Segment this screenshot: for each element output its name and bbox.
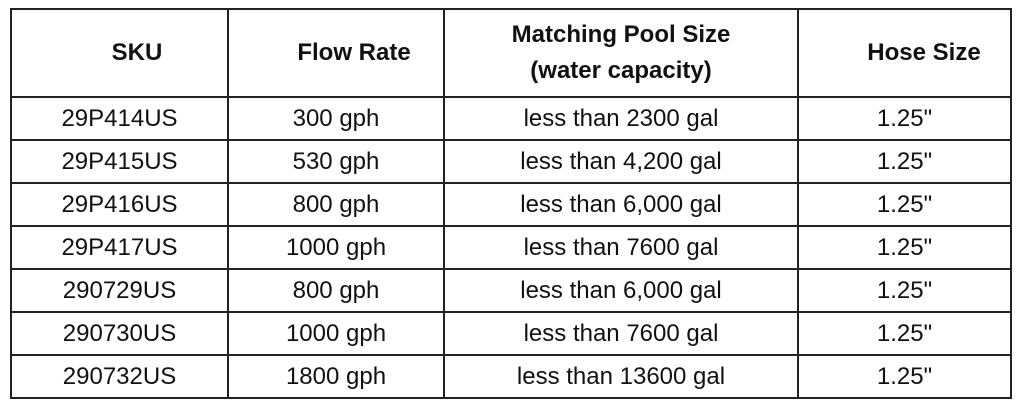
table-cell: 800 gph bbox=[227, 268, 445, 313]
table-cell: less than 7600 gal bbox=[443, 225, 799, 270]
table-cell: 290729US bbox=[10, 268, 229, 313]
table-row: 29P417US 1000 gph less than 7600 gal 1.25" bbox=[10, 225, 1012, 270]
header-cell: SKU bbox=[10, 8, 229, 98]
table-cell: 1000 gph bbox=[227, 225, 445, 270]
table-cell: 1800 gph bbox=[227, 354, 445, 399]
header-cell: Hose Size bbox=[797, 8, 1012, 98]
table-cell: 1.25" bbox=[797, 182, 1012, 227]
table-cell: 1.25" bbox=[797, 139, 1012, 184]
table-cell: 1.25" bbox=[797, 354, 1012, 399]
table-cell: 29P415US bbox=[10, 139, 229, 184]
table-row: 290730US 1000 gph less than 7600 gal 1.25" bbox=[10, 311, 1012, 356]
table-cell: 1.25" bbox=[797, 268, 1012, 313]
header-cell: Matching Pool Size (water capacity) bbox=[443, 8, 799, 98]
table-cell: 290730US bbox=[10, 311, 229, 356]
header-row: SKU Flow Rate Matching Pool Size (water ca… bbox=[10, 8, 1012, 98]
table-cell: 29P416US bbox=[10, 182, 229, 227]
header-text: SKU bbox=[111, 39, 163, 66]
header-text: Hose Size bbox=[867, 39, 981, 66]
table-cell: less than 6,000 gal bbox=[443, 182, 799, 227]
table-cell: less than 13600 gal bbox=[443, 354, 799, 399]
table-cell: 300 gph bbox=[227, 96, 445, 141]
table-cell: 1.25" bbox=[797, 96, 1012, 141]
header-text: Flow Rate bbox=[297, 39, 411, 66]
table-row: 29P416US 800 gph less than 6,000 gal 1.25" bbox=[10, 182, 1012, 227]
table-row: 29P415US 530 gph less than 4,200 gal 1.25" bbox=[10, 139, 1012, 184]
pump-table: SKU Flow Rate Matching Pool Size (water ca… bbox=[10, 8, 1012, 399]
table-cell: 1000 gph bbox=[227, 311, 445, 356]
table-row: 29P414US 300 gph less than 2300 gal 1.25" bbox=[10, 96, 1012, 141]
header-text: Matching Pool Size (water capacity) bbox=[511, 21, 731, 84]
table-cell: 530 gph bbox=[227, 139, 445, 184]
table-cell: less than 7600 gal bbox=[443, 311, 799, 356]
table-cell: less than 2300 gal bbox=[443, 96, 799, 141]
table-cell: 800 gph bbox=[227, 182, 445, 227]
table-row: 290732US 1800 gph less than 13600 gal 1.25" bbox=[10, 354, 1012, 399]
table-cell: less than 6,000 gal bbox=[443, 268, 799, 313]
table-cell: 29P414US bbox=[10, 96, 229, 141]
table-cell: 290732US bbox=[10, 354, 229, 399]
table-cell: less than 4,200 gal bbox=[443, 139, 799, 184]
table-cell: 29P417US bbox=[10, 225, 229, 270]
table-body: 29P414US 300 gph less than 2300 gal 1.25" 29… bbox=[10, 96, 1012, 399]
table-row: 290729US 800 gph less than 6,000 gal 1.25" bbox=[10, 268, 1012, 313]
table-cell: 1.25" bbox=[797, 225, 1012, 270]
header-cell: Flow Rate bbox=[227, 8, 445, 98]
table-cell: 1.25" bbox=[797, 311, 1012, 356]
